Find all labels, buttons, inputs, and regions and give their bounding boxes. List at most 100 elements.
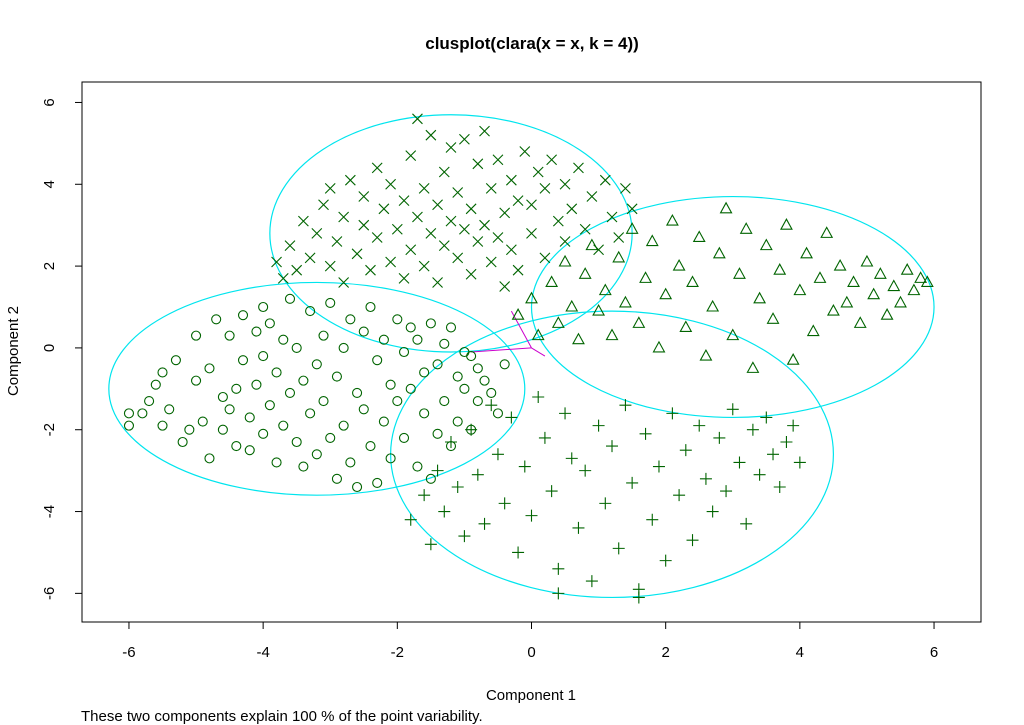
cross-point (479, 219, 490, 231)
plus-point (599, 497, 612, 510)
circle-point (365, 441, 376, 452)
circle-point (291, 342, 302, 353)
cross-point (599, 174, 611, 186)
plus-point (585, 575, 598, 588)
cross-point (365, 264, 376, 276)
circle-point (318, 396, 329, 407)
circle-point (318, 330, 329, 341)
cluster-connector (531, 347, 546, 357)
circle-point (338, 342, 349, 353)
circle-point (278, 420, 289, 431)
x-axis-label: Component 1 (486, 687, 576, 704)
triangle-point (592, 303, 606, 316)
circle-point (466, 351, 477, 362)
plus-point (485, 399, 498, 412)
circle-point (385, 453, 396, 464)
circle-point (345, 457, 356, 468)
triangle-point (726, 328, 740, 341)
circle-point (211, 314, 222, 325)
plus-point (626, 476, 639, 489)
cross-point (505, 174, 517, 186)
plus-point (632, 591, 645, 604)
circle-point (412, 461, 423, 472)
triangle-point (786, 353, 800, 365)
y-tick-label: -2 (41, 423, 58, 436)
plus-point (746, 423, 759, 436)
cross-point (418, 182, 430, 194)
circle-point (258, 351, 269, 362)
cross-point (519, 146, 531, 157)
circle-point (251, 326, 262, 337)
triangle-point (706, 299, 720, 312)
plus-point (619, 399, 632, 412)
plus-point (639, 427, 652, 440)
triangle-point (572, 332, 585, 345)
cross-point (526, 199, 537, 211)
triangle-point (860, 254, 874, 267)
cross-point (432, 277, 443, 288)
cross-point (445, 142, 457, 153)
circle-point (472, 396, 483, 407)
triangle-point (672, 258, 686, 271)
cross-point (539, 182, 551, 194)
plus-point (606, 440, 619, 453)
cross-point (385, 256, 397, 268)
triangle-point (558, 254, 572, 267)
circle-point (439, 338, 450, 349)
chart-title: clusplot(clara(x = x, k = 4)) (425, 34, 639, 53)
triangle-point (773, 263, 787, 275)
cross-point (358, 219, 370, 231)
cross-point (311, 227, 323, 239)
cross-point (472, 236, 484, 247)
triangle-point (894, 295, 907, 308)
triangle-point (511, 308, 525, 320)
circle-point (191, 375, 202, 386)
plus-point (753, 468, 766, 481)
x-tick-label: 4 (796, 644, 804, 661)
circle-point (298, 461, 309, 472)
circle-point (258, 301, 269, 313)
cross-point (452, 187, 464, 198)
cross-point (418, 260, 430, 272)
cluster-ellipse-2 (269, 114, 633, 353)
plus-point (404, 513, 417, 526)
plus-point (559, 407, 572, 420)
cross-point (459, 133, 470, 145)
triangle-point (813, 271, 827, 283)
plus-point (538, 431, 551, 444)
triangle-point (847, 275, 860, 288)
cross-point (459, 223, 470, 235)
triangle-point (652, 340, 666, 353)
triangle-point (867, 287, 881, 300)
cross-point (378, 203, 390, 215)
triangle-point (598, 283, 612, 296)
plus-point (659, 554, 672, 567)
plus-point (579, 464, 592, 477)
triangle-point (800, 246, 813, 259)
circle-point (123, 420, 135, 431)
circle-point (425, 318, 436, 329)
triangle-point (907, 283, 921, 296)
circle-point (137, 408, 148, 419)
triangle-point (806, 324, 820, 337)
ellipse-layer (108, 114, 935, 599)
circle-point (405, 383, 416, 394)
cluster-ellipse-1 (108, 281, 526, 496)
plus-point (512, 546, 525, 559)
triangle-point (900, 263, 914, 275)
circle-point (177, 436, 188, 448)
cluster-ellipse-4 (390, 310, 835, 599)
triangle-point (746, 361, 760, 373)
circle-point (345, 314, 356, 325)
triangle-point (739, 222, 753, 234)
cross-point (324, 260, 336, 272)
cross-point (304, 252, 316, 264)
circle-point (452, 416, 463, 427)
cross-point (465, 268, 477, 280)
connector-layer (471, 310, 546, 357)
cross-point (344, 174, 356, 186)
triangle-point (793, 283, 807, 296)
circle-point (298, 375, 309, 386)
cross-point (425, 227, 437, 239)
